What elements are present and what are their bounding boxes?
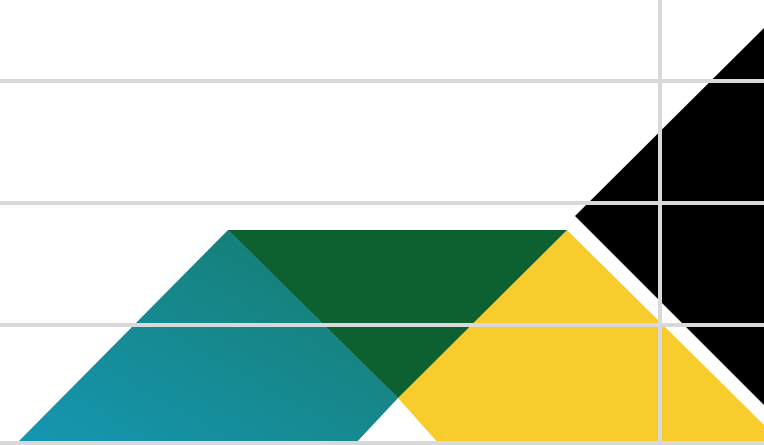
black-triangle — [575, 28, 764, 405]
teal-triangle — [15, 230, 398, 445]
green-triangle — [228, 230, 567, 398]
yellow-triangle — [398, 230, 764, 445]
